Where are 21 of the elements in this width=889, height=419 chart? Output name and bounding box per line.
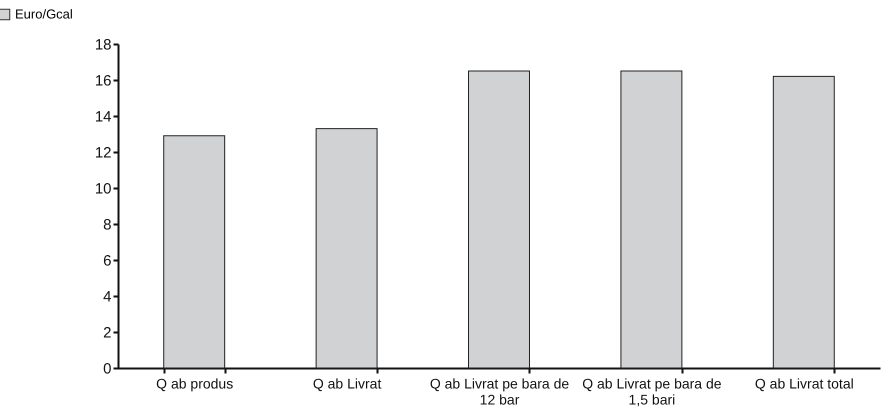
y-tick-label: 8 xyxy=(103,216,112,234)
y-tick-label: 14 xyxy=(94,108,112,126)
y-tick-label: 12 xyxy=(94,144,112,162)
bar xyxy=(468,70,530,368)
x-tick-label: Q ab Livrat xyxy=(312,376,382,392)
bar xyxy=(316,128,378,368)
bar xyxy=(163,135,226,368)
x-tick-label: Q ab Livrat pe bara de 1,5 bari xyxy=(582,376,722,408)
y-tick-label: 2 xyxy=(103,324,112,342)
y-tick-label: 18 xyxy=(94,36,112,54)
bar xyxy=(772,76,835,368)
y-tick-label: 0 xyxy=(103,360,112,378)
y-tick-label: 6 xyxy=(103,252,112,270)
x-tick-label: Q ab Livrat total xyxy=(754,376,854,392)
y-tick-label: 10 xyxy=(94,180,112,198)
x-tick-label: Q ab Livrat pe bara de 12 bar xyxy=(430,376,570,408)
y-tick-label: 4 xyxy=(103,288,112,306)
bar xyxy=(620,70,682,368)
y-tick-label: 16 xyxy=(94,72,112,90)
x-tick-label: Q ab produs xyxy=(156,376,234,392)
legend-label: Euro/Gcal xyxy=(15,6,73,22)
